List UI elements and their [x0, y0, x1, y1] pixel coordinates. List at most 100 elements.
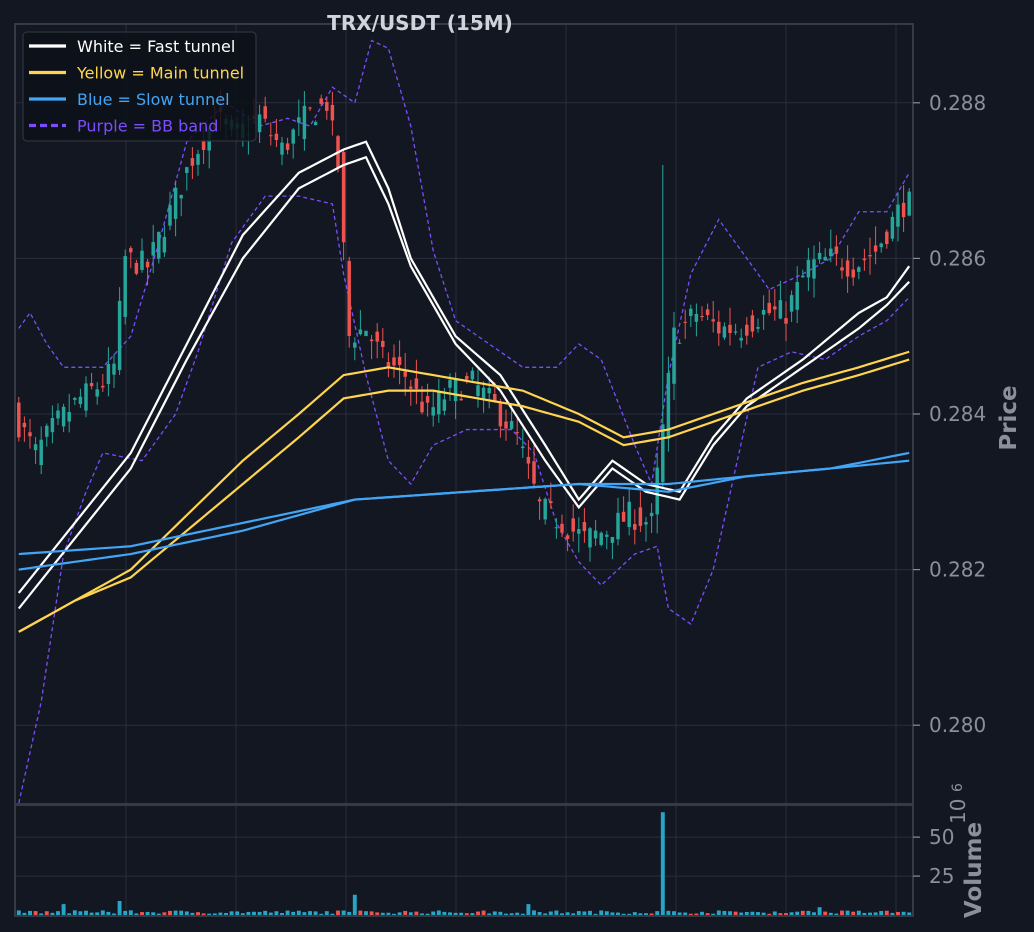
- series-slow_b: [18, 459, 910, 571]
- candle-body: [577, 529, 581, 534]
- candle-body: [179, 194, 183, 199]
- volume-bar: [565, 912, 570, 915]
- candle-body: [386, 362, 391, 368]
- candle-body: [364, 330, 368, 337]
- volume-bar: [436, 910, 441, 915]
- candle-body: [767, 302, 771, 314]
- candle-body: [325, 101, 329, 111]
- candle-body: [700, 316, 704, 318]
- candle-body: [672, 327, 676, 384]
- candle-body: [319, 98, 323, 104]
- volume-bar: [140, 912, 144, 915]
- volume-exponent-base: 10: [946, 799, 970, 824]
- candle-body: [610, 537, 615, 543]
- volume-bar: [196, 912, 200, 915]
- candle-body: [644, 522, 648, 525]
- candle-body: [621, 511, 626, 522]
- candle-body: [554, 527, 559, 529]
- legend-label: White = Fast tunnel: [77, 37, 235, 56]
- volume-tick-label: 25: [929, 864, 954, 888]
- volume-bar: [218, 912, 223, 915]
- bollinger-bands: [18, 39, 910, 804]
- volume-axis-label: Volume: [961, 822, 987, 918]
- candle-body: [280, 142, 284, 155]
- volume-bar: [862, 912, 867, 915]
- volume-bar: [845, 910, 850, 915]
- candle-body: [633, 524, 637, 530]
- candle-body: [750, 315, 755, 332]
- candle-body: [129, 248, 133, 253]
- candle-body: [95, 389, 99, 397]
- volume-bar: [56, 911, 60, 915]
- candle-body: [459, 398, 463, 401]
- volume-bar: [638, 913, 643, 915]
- volume-panel-frame: [14, 804, 914, 917]
- candle-body: [168, 205, 172, 226]
- candle-body: [605, 534, 609, 537]
- candle-body: [677, 342, 682, 344]
- candle-body: [649, 512, 654, 517]
- legend-label: Blue = Slow tunnel: [77, 90, 230, 109]
- volume-bar: [336, 910, 340, 915]
- volume-bar: [672, 911, 676, 915]
- volume-bar: [683, 912, 688, 915]
- volume-bar: [84, 910, 88, 915]
- candle-body: [504, 421, 508, 429]
- candle-body: [33, 444, 38, 451]
- candle-body: [196, 153, 200, 165]
- price-tick-label: 0.288: [929, 91, 986, 115]
- volume-bar: [28, 910, 32, 915]
- candle-body: [22, 422, 27, 428]
- volume-bar: [470, 913, 475, 915]
- volume-bar: [711, 913, 716, 915]
- candle-body: [840, 267, 844, 271]
- candle-body: [683, 321, 687, 323]
- candle-body: [543, 498, 547, 520]
- volume-bar: [425, 913, 430, 915]
- candle-body: [347, 260, 351, 336]
- series-fast_a: [17, 140, 911, 594]
- volume-bar: [386, 912, 391, 915]
- volume-bar: [688, 913, 693, 915]
- volume-bar: [78, 911, 83, 915]
- candle-body: [297, 117, 301, 123]
- volume-bar: [476, 911, 480, 915]
- candle-body: [521, 446, 525, 449]
- candle-body: [84, 383, 88, 411]
- volume-bar: [890, 912, 895, 915]
- candle-body: [549, 501, 553, 504]
- volume-bar: [235, 911, 240, 915]
- volume-bar: [907, 912, 912, 915]
- candle-body: [442, 399, 447, 411]
- volume-bar: [252, 911, 256, 915]
- candle-body: [537, 499, 542, 502]
- candle-body: [627, 501, 631, 528]
- volume-bar: [319, 913, 324, 915]
- price-axis-ticks: 0.280 0.282 0.284 0.286 0.288: [913, 91, 986, 737]
- tunnel-lines: [17, 140, 911, 633]
- candle-body: [381, 340, 385, 347]
- volume-bar: [459, 912, 464, 915]
- volume-bar: [795, 911, 800, 915]
- volume-bar: [560, 913, 564, 915]
- volume-bar: [375, 912, 380, 915]
- candle-body: [431, 407, 435, 416]
- candle-body: [308, 107, 312, 109]
- series-bb_lower: [18, 195, 910, 804]
- volume-bar: [369, 911, 374, 915]
- candle-body: [341, 152, 346, 243]
- candle-body: [39, 439, 43, 466]
- legend-label: Yellow = Main tunnel: [76, 64, 244, 83]
- candle-body: [812, 259, 816, 279]
- volume-bar: [817, 907, 822, 915]
- volume-bar: [212, 913, 217, 915]
- candle-body: [498, 403, 503, 427]
- series-main_a: [18, 350, 910, 633]
- volume-grid: [16, 806, 912, 915]
- volume-bar: [50, 912, 55, 915]
- candle-body: [879, 243, 883, 248]
- volume-bar: [173, 910, 178, 915]
- legend: White = Fast tunnel Yellow = Main tunnel B…: [22, 31, 257, 142]
- volume-bar: [302, 912, 307, 915]
